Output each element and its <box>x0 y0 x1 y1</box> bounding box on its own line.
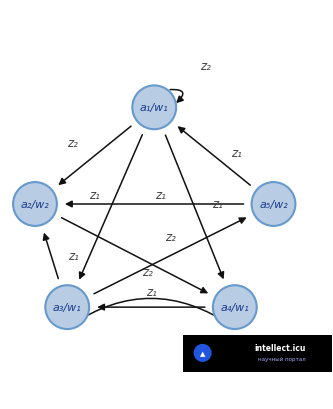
Text: a₄/w₁: a₄/w₁ <box>220 302 249 312</box>
Text: z₁: z₁ <box>68 249 79 263</box>
FancyArrowPatch shape <box>170 90 183 103</box>
Bar <box>183 335 332 372</box>
FancyArrowPatch shape <box>71 299 232 326</box>
Circle shape <box>213 285 257 329</box>
Text: научный портал: научный портал <box>258 355 306 361</box>
Circle shape <box>45 285 89 329</box>
Text: a₅/w₂: a₅/w₂ <box>259 200 288 209</box>
Text: z₁: z₁ <box>212 198 222 211</box>
Circle shape <box>251 183 295 226</box>
Circle shape <box>193 344 211 362</box>
Circle shape <box>13 183 57 226</box>
Text: a₁/w₁: a₁/w₁ <box>140 103 168 113</box>
Text: z₁: z₁ <box>89 189 100 201</box>
Text: z₁: z₁ <box>231 146 242 160</box>
Text: z₂: z₂ <box>67 137 78 150</box>
Circle shape <box>132 86 176 130</box>
Text: z₁: z₁ <box>155 189 166 201</box>
Text: z₁: z₁ <box>146 285 157 298</box>
Text: a₂/w₂: a₂/w₂ <box>21 200 49 209</box>
Text: z₂: z₂ <box>165 230 176 243</box>
Text: a₃/w₁: a₃/w₁ <box>53 302 82 312</box>
Text: z₂: z₂ <box>143 265 153 279</box>
Text: intellect.icu: intellect.icu <box>254 343 306 352</box>
Text: z₂: z₂ <box>200 60 211 73</box>
Text: ▲: ▲ <box>200 350 205 356</box>
